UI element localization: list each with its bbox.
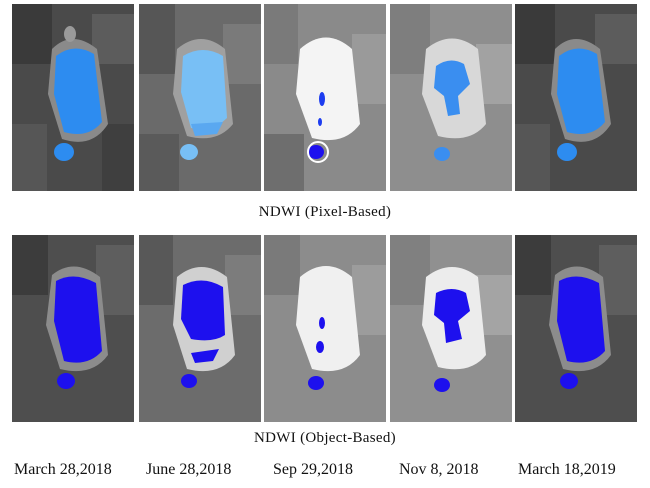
date-label-sep-2018: Sep 29,2018 [273, 461, 353, 478]
date-label-june-2018: June 28,2018 [146, 461, 232, 478]
row-label-pixel-based: NDWI (Pixel-Based) [258, 204, 392, 220]
lake-map-image [515, 4, 637, 191]
lake-map-image [12, 4, 134, 191]
pixel-based-map-sep-2018 [264, 4, 386, 191]
pixel-based-map-nov-2018 [390, 4, 512, 191]
lake-map-image [139, 235, 261, 422]
date-label-nov-2018: Nov 8, 2018 [399, 461, 479, 478]
pixel-based-map-march-2019 [515, 4, 637, 191]
lake-map-image [515, 235, 637, 422]
lake-map-image [139, 4, 261, 191]
pixel-based-map-june-2018 [139, 4, 261, 191]
object-based-map-sep-2018 [264, 235, 386, 422]
pixel-based-map-march-2018 [12, 4, 134, 191]
lake-map-image [390, 4, 512, 191]
object-based-map-june-2018 [139, 235, 261, 422]
lake-map-image [12, 235, 134, 422]
date-label-march-2018: March 28,2018 [14, 461, 112, 478]
date-label-march-2019: March 18,2019 [518, 461, 616, 478]
object-based-map-march-2018 [12, 235, 134, 422]
lake-map-image [390, 235, 512, 422]
row-label-object-based: NDWI (Object-Based) [254, 430, 396, 446]
object-based-map-nov-2018 [390, 235, 512, 422]
lake-map-image [264, 235, 386, 422]
lake-map-image [264, 4, 386, 191]
object-based-map-march-2019 [515, 235, 637, 422]
